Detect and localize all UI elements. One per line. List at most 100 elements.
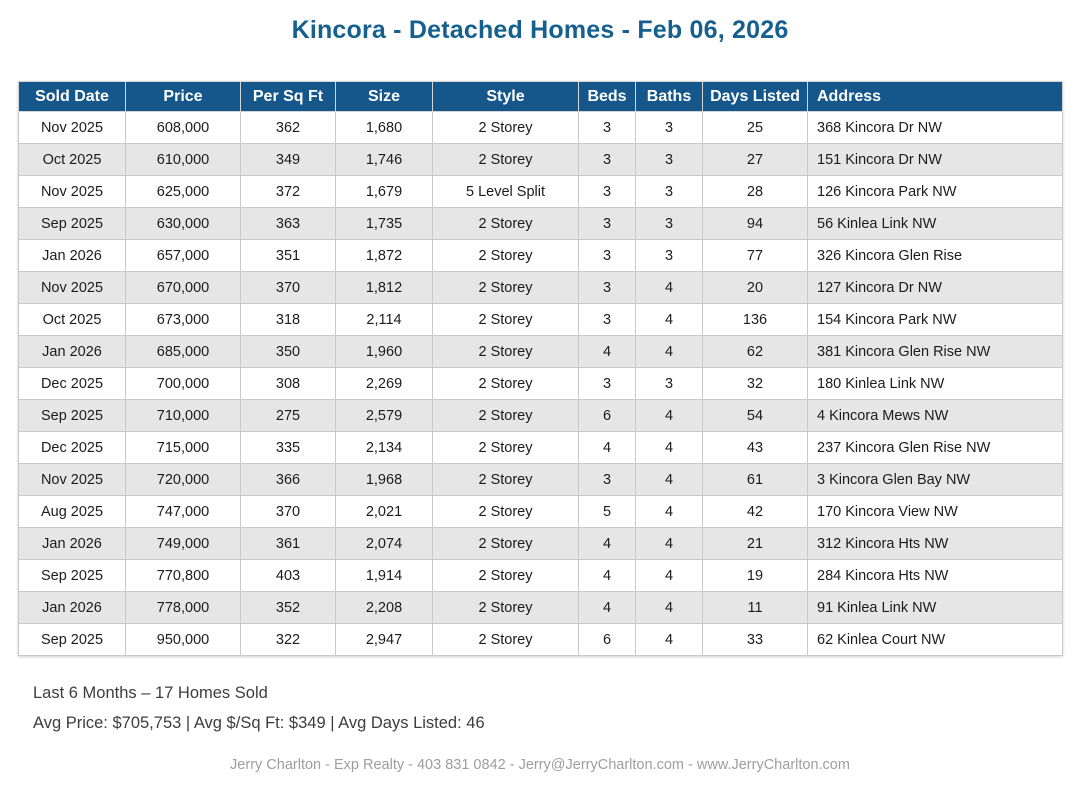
table-cell: Nov 2025 — [18, 463, 126, 496]
table-cell: 4 — [635, 527, 703, 560]
table-cell: 170 Kincora View NW — [807, 495, 1063, 528]
table-cell: 3 — [635, 239, 703, 272]
table-cell: 21 — [702, 527, 808, 560]
table-row: Oct 2025 610,000 349 1,746 2 Storey 3 3 27 151 K… — [18, 143, 1063, 176]
sold-homes-table: Sold Date Price Per Sq Ft Size Style Beds Bath… — [18, 81, 1063, 656]
table-cell: 747,000 — [125, 495, 241, 528]
table-cell: 2 Storey — [432, 239, 579, 272]
realtor-credit-line: Jerry Charlton - Exp Realty - 403 831 08… — [230, 757, 850, 773]
table-cell: 2 Storey — [432, 303, 579, 336]
table-cell: 349 — [240, 143, 336, 176]
table-cell: 370 — [240, 495, 336, 528]
table-cell: 1,914 — [335, 559, 433, 592]
table-cell: 19 — [702, 559, 808, 592]
sales-table-container: Sold Date Price Per Sq Ft Size Style Beds Bath… — [18, 81, 1063, 656]
table-cell: 368 Kincora Dr NW — [807, 111, 1063, 144]
table-cell: 25 — [702, 111, 808, 144]
table-cell: 2 Storey — [432, 431, 579, 464]
table-cell: 710,000 — [125, 399, 241, 432]
table-cell: 673,000 — [125, 303, 241, 336]
table-cell: 3 — [578, 271, 636, 304]
table-cell: 3 — [578, 111, 636, 144]
table-cell: 127 Kincora Dr NW — [807, 271, 1063, 304]
table-cell: 4 — [635, 623, 703, 656]
table-cell: 4 — [635, 431, 703, 464]
table-cell: 2,269 — [335, 367, 433, 400]
table-cell: 275 — [240, 399, 336, 432]
table-cell: Aug 2025 — [18, 495, 126, 528]
table-cell: Oct 2025 — [18, 143, 126, 176]
table-cell: Nov 2025 — [18, 111, 126, 144]
table-cell: 56 Kinlea Link NW — [807, 207, 1063, 240]
table-cell: Jan 2026 — [18, 335, 126, 368]
table-row: Dec 2025 700,000 308 2,269 2 Storey 3 3 32 180 K… — [18, 367, 1063, 400]
table-cell: 20 — [702, 271, 808, 304]
table-cell: 2,114 — [335, 303, 433, 336]
table-cell: 403 — [240, 559, 336, 592]
page-title: Kincora - Detached Homes - Feb 06, 2026 — [291, 16, 789, 44]
table-cell: 3 — [578, 175, 636, 208]
table-cell: Sep 2025 — [18, 207, 126, 240]
table-cell: 685,000 — [125, 335, 241, 368]
table-cell: 4 — [578, 335, 636, 368]
column-header-size: Size — [335, 81, 433, 112]
table-cell: 4 — [578, 527, 636, 560]
table-cell: 700,000 — [125, 367, 241, 400]
table-cell: 3 Kincora Glen Bay NW — [807, 463, 1063, 496]
column-header-price: Price — [125, 81, 241, 112]
table-cell: 180 Kinlea Link NW — [807, 367, 1063, 400]
table-cell: 4 — [578, 559, 636, 592]
table-cell: Nov 2025 — [18, 175, 126, 208]
table-cell: 3 — [578, 303, 636, 336]
table-cell: 4 — [635, 399, 703, 432]
table-cell: 4 — [635, 271, 703, 304]
table-cell: 2,134 — [335, 431, 433, 464]
table-cell: 1,680 — [335, 111, 433, 144]
table-cell: 6 — [578, 623, 636, 656]
table-cell: 4 — [578, 591, 636, 624]
column-header-baths: Baths — [635, 81, 703, 112]
table-cell: Sep 2025 — [18, 623, 126, 656]
table-cell: 5 — [578, 495, 636, 528]
table-cell: 2,208 — [335, 591, 433, 624]
table-cell: 2 Storey — [432, 463, 579, 496]
table-cell: Sep 2025 — [18, 399, 126, 432]
table-cell: 2,579 — [335, 399, 433, 432]
table-row: Nov 2025 670,000 370 1,812 2 Storey 3 4 20 127 K… — [18, 271, 1063, 304]
table-cell: 154 Kincora Park NW — [807, 303, 1063, 336]
table-cell: 126 Kincora Park NW — [807, 175, 1063, 208]
table-cell: 625,000 — [125, 175, 241, 208]
table-cell: 749,000 — [125, 527, 241, 560]
table-cell: 33 — [702, 623, 808, 656]
table-cell: 4 Kincora Mews NW — [807, 399, 1063, 432]
table-row: Oct 2025 673,000 318 2,114 2 Storey 3 4 136 154 … — [18, 303, 1063, 336]
table-cell: Dec 2025 — [18, 431, 126, 464]
table-cell: 2 Storey — [432, 591, 579, 624]
table-cell: 350 — [240, 335, 336, 368]
table-cell: 363 — [240, 207, 336, 240]
table-row: Jan 2026 657,000 351 1,872 2 Storey 3 3 77 326 K… — [18, 239, 1063, 272]
table-row: Sep 2025 630,000 363 1,735 2 Storey 3 3 94 56 Ki… — [18, 207, 1063, 240]
column-header-style: Style — [432, 81, 579, 112]
table-row: Nov 2025 720,000 366 1,968 2 Storey 3 4 61 3 Kin… — [18, 463, 1063, 496]
table-cell: 630,000 — [125, 207, 241, 240]
table-cell: 657,000 — [125, 239, 241, 272]
table-cell: 3 — [635, 111, 703, 144]
table-cell: 3 — [578, 463, 636, 496]
table-cell: 3 — [635, 367, 703, 400]
table-cell: 4 — [635, 495, 703, 528]
homes-sold-summary: Last 6 Months – 17 Homes Sold — [33, 684, 268, 702]
table-cell: 3 — [635, 143, 703, 176]
table-row: Jan 2026 749,000 361 2,074 2 Storey 4 4 21 312 K… — [18, 527, 1063, 560]
table-cell: 950,000 — [125, 623, 241, 656]
table-cell: 1,968 — [335, 463, 433, 496]
table-cell: 308 — [240, 367, 336, 400]
table-row: Nov 2025 608,000 362 1,680 2 Storey 3 3 25 368 K… — [18, 111, 1063, 144]
table-cell: 2 Storey — [432, 527, 579, 560]
table-cell: 11 — [702, 591, 808, 624]
table-row: Jan 2026 685,000 350 1,960 2 Storey 4 4 62 381 K… — [18, 335, 1063, 368]
table-cell: 3 — [578, 207, 636, 240]
table-cell: 136 — [702, 303, 808, 336]
table-cell: 5 Level Split — [432, 175, 579, 208]
table-cell: Jan 2026 — [18, 239, 126, 272]
